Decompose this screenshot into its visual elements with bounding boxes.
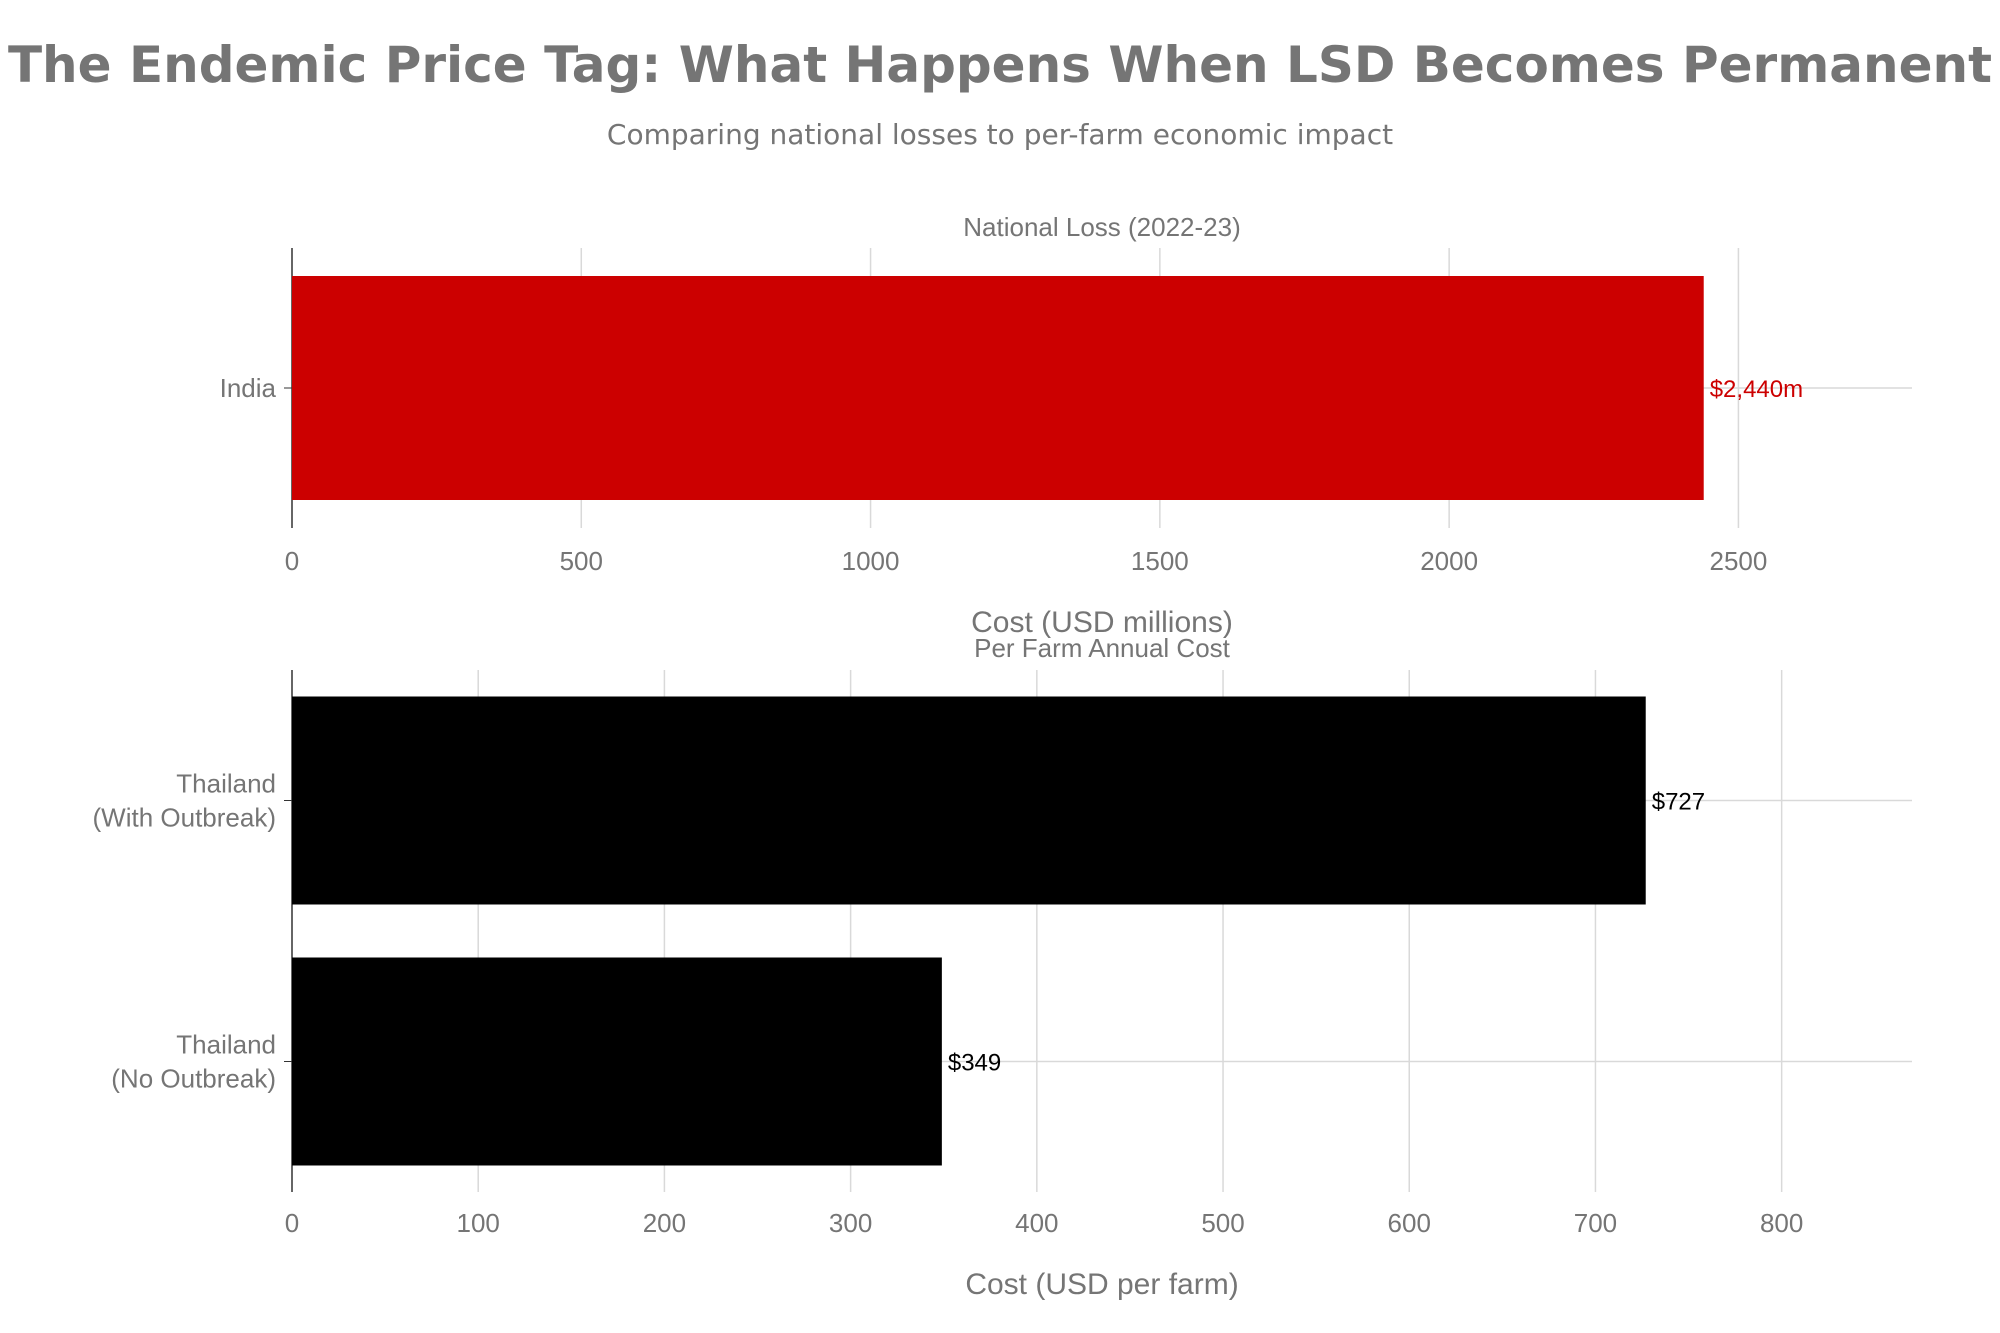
bar <box>292 957 942 1166</box>
x-tick-label: 500 <box>560 546 603 576</box>
x-tick-label: 700 <box>1574 1208 1617 1238</box>
x-axis-label: Cost (USD millions) <box>971 606 1233 639</box>
x-tick-label: 600 <box>1388 1208 1431 1238</box>
chart-subtitle: Comparing national losses to per-farm ec… <box>606 118 1394 151</box>
category-label: Thailand (No Outbreak) <box>111 1030 276 1094</box>
x-tick-label: 0 <box>285 546 299 576</box>
chart-title: The Endemic Price Tag: What Happens When… <box>7 36 1993 94</box>
bar <box>292 696 1646 905</box>
x-tick-label: 2000 <box>1420 546 1478 576</box>
x-tick-label: 400 <box>1015 1208 1058 1238</box>
x-tick-label: 2500 <box>1710 546 1768 576</box>
category-label: India <box>220 373 277 403</box>
data-label: $349 <box>948 1050 1001 1077</box>
x-tick-label: 500 <box>1201 1208 1244 1238</box>
category-label: Thailand (With Outbreak) <box>93 769 277 833</box>
x-tick-label: 800 <box>1760 1208 1803 1238</box>
x-tick-label: 0 <box>285 1208 299 1238</box>
x-tick-label: 300 <box>829 1208 872 1238</box>
data-label: $2,440m <box>1710 376 1803 403</box>
x-tick-label: 100 <box>457 1208 500 1238</box>
panel-title: Per Farm Annual Cost <box>974 633 1231 663</box>
data-label: $727 <box>1652 789 1705 816</box>
panel-title: National Loss (2022-23) <box>963 212 1241 242</box>
x-axis-label: Cost (USD per farm) <box>965 1268 1238 1301</box>
x-tick-label: 200 <box>643 1208 686 1238</box>
x-tick-label: 1000 <box>842 546 900 576</box>
x-tick-label: 1500 <box>1131 546 1189 576</box>
bar <box>292 276 1704 500</box>
